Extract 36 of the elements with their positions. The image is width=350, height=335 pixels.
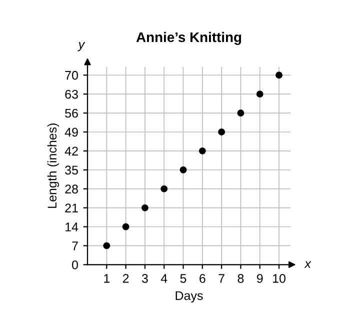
x-tick-label: 3	[142, 274, 148, 283]
x-tick-label: 9	[256, 274, 263, 283]
x-axis-title: Days	[176, 291, 203, 303]
x-tick-label: 4	[160, 274, 168, 283]
y-axis-title: Length (inches)	[47, 124, 60, 208]
point	[276, 72, 282, 79]
x-tick-label: 6	[200, 274, 206, 283]
y-tick-label: 42	[64, 146, 78, 156]
point	[122, 223, 130, 230]
x-tick-label: 8	[238, 274, 244, 283]
y-tick-label: 70	[65, 70, 78, 80]
x-tick-label: 2	[122, 274, 129, 283]
point	[141, 204, 148, 212]
y-tick-label: 56	[65, 108, 78, 118]
text: y	[78, 42, 86, 52]
y-tick-label: 28	[65, 184, 78, 194]
point	[160, 185, 168, 192]
y-tick-label: 21	[65, 204, 78, 212]
text: x	[304, 261, 312, 268]
point	[180, 166, 187, 174]
point	[256, 90, 264, 98]
x-tick-label: 1	[104, 274, 110, 283]
y-tick-label: 14	[66, 222, 78, 232]
chart-title: Annie’s Knitting	[136, 32, 242, 45]
y-tick-label: 0	[72, 260, 78, 270]
y-tick-label: 35	[65, 166, 78, 175]
x-tick-label: 10	[273, 274, 286, 283]
point	[103, 242, 110, 250]
y-tick-label: 49	[64, 128, 78, 137]
point	[198, 147, 206, 154]
x-tick-label: 7	[218, 274, 224, 283]
point	[218, 128, 226, 136]
y-tick-label: 7	[72, 242, 78, 250]
x-tick-label: 5	[180, 274, 186, 283]
point	[237, 110, 244, 116]
y-tick-label: 63	[65, 90, 78, 99]
